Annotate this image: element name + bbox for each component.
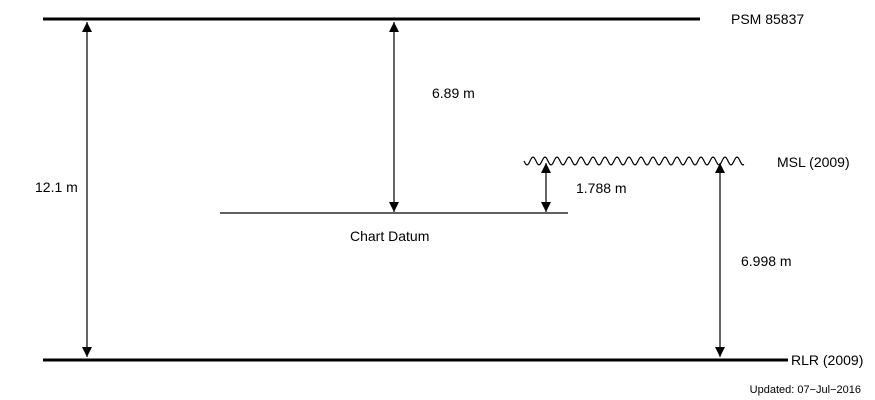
psm-to-rlr-value: 12.1 m [35,179,78,195]
chart-datum-label: Chart Datum [350,228,429,244]
msl-to-chart-datum-value: 1.788 m [576,180,627,196]
msl-wave-line [523,156,745,166]
psm-to-chart-datum-value: 6.89 m [432,85,475,101]
psm-label: PSM 85837 [731,11,804,27]
msl-to-rlr-value: 6.998 m [741,253,792,269]
msl-label: MSL (2009) [777,154,850,170]
updated-date: Updated: 07−Jul−2016 [750,384,861,396]
rlr-label: RLR (2009) [791,352,863,368]
